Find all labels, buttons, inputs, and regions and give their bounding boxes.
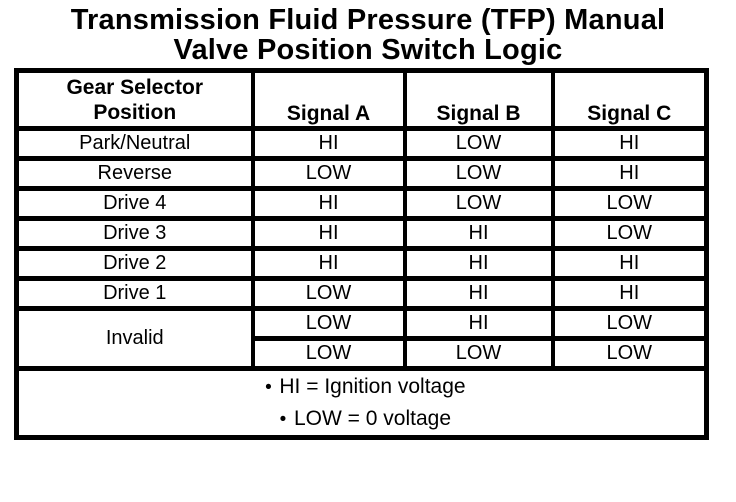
signal-c-cell: HI xyxy=(550,126,709,161)
table-row-drive-2: Drive 2 HI HI HI xyxy=(14,246,709,281)
column-header-signal-a: Signal A xyxy=(250,68,407,131)
signal-a-cell: LOW xyxy=(250,306,407,341)
table-row-invalid-2: LOW LOW LOW xyxy=(17,336,709,371)
gear-position-cell: Reverse xyxy=(14,156,255,191)
gear-position-cell: Drive 3 xyxy=(14,216,255,251)
signal-a-cell: LOW xyxy=(250,156,407,191)
signal-b-cell: HI xyxy=(402,276,555,311)
signal-a-cell: LOW xyxy=(250,336,407,371)
signal-c-cell: LOW xyxy=(550,306,709,341)
signal-c-cell: HI xyxy=(550,246,709,281)
column-header-signal-b: Signal B xyxy=(402,68,555,131)
table-row-reverse: Reverse LOW LOW HI xyxy=(14,156,709,191)
legend-note-hi: • HI = Ignition voltage xyxy=(21,374,703,404)
table-row-drive-3: Drive 3 HI HI LOW xyxy=(14,216,709,251)
gear-position-cell: Drive 2 xyxy=(14,246,255,281)
signal-b-cell: HI xyxy=(402,216,555,251)
signal-b-cell: HI xyxy=(402,246,555,281)
page-title-line-2: Valve Position Switch Logic xyxy=(173,34,563,66)
signal-c-cell: LOW xyxy=(550,186,709,221)
signal-c-cell: HI xyxy=(550,276,709,311)
bullet-icon: • xyxy=(279,409,287,430)
legend-note-low: • LOW = 0 voltage xyxy=(21,403,703,433)
table-row-drive-1: Drive 1 LOW HI HI xyxy=(14,276,709,311)
tfp-switch-logic-table: Gear Selector Position Signal A Signal B… xyxy=(14,68,709,440)
signal-c-cell: HI xyxy=(550,156,709,191)
signal-b-cell: LOW xyxy=(402,186,555,221)
signal-b-cell: LOW xyxy=(402,336,555,371)
page-title-line-1: Transmission Fluid Pressure (TFP) Manual xyxy=(70,4,666,36)
signal-b-cell: LOW xyxy=(402,126,555,161)
legend-row: • HI = Ignition voltage • LOW = 0 voltage xyxy=(14,366,709,440)
column-header-signal-c: Signal C xyxy=(550,68,709,131)
bullet-icon: • xyxy=(265,377,272,398)
gear-position-cell: Drive 1 xyxy=(14,276,255,311)
signal-b-cell: LOW xyxy=(402,156,555,191)
gear-position-cell: Drive 4 xyxy=(14,186,255,221)
signal-a-cell: HI xyxy=(250,246,407,281)
legend-note-hi-text: HI = Ignition voltage xyxy=(279,375,466,398)
signal-b-cell: HI xyxy=(402,306,555,341)
signal-a-cell: HI xyxy=(250,186,407,221)
gear-position-cell-invalid: Invalid xyxy=(14,306,255,371)
signal-a-cell: HI xyxy=(250,216,407,251)
signal-a-cell: HI xyxy=(250,126,407,161)
signal-c-cell: LOW xyxy=(550,216,709,251)
table-row-drive-4: Drive 4 HI LOW LOW xyxy=(14,186,709,221)
legend-cell: • HI = Ignition voltage • LOW = 0 voltage xyxy=(14,366,709,440)
legend-note-low-text: LOW = 0 voltage xyxy=(294,407,451,430)
table-row-park-neutral: Park/Neutral HI LOW HI xyxy=(14,126,709,161)
page-title: Transmission Fluid Pressure (TFP) Manual… xyxy=(0,5,736,65)
header-row: Gear Selector Position Signal A Signal B… xyxy=(14,68,709,131)
gear-position-cell: Park/Neutral xyxy=(14,126,255,161)
signal-c-cell: LOW xyxy=(550,336,709,371)
column-header-gear-selector-position: Gear Selector Position xyxy=(14,68,255,131)
signal-a-cell: LOW xyxy=(250,276,407,311)
table-row-invalid-1: Invalid LOW HI LOW xyxy=(14,306,709,371)
